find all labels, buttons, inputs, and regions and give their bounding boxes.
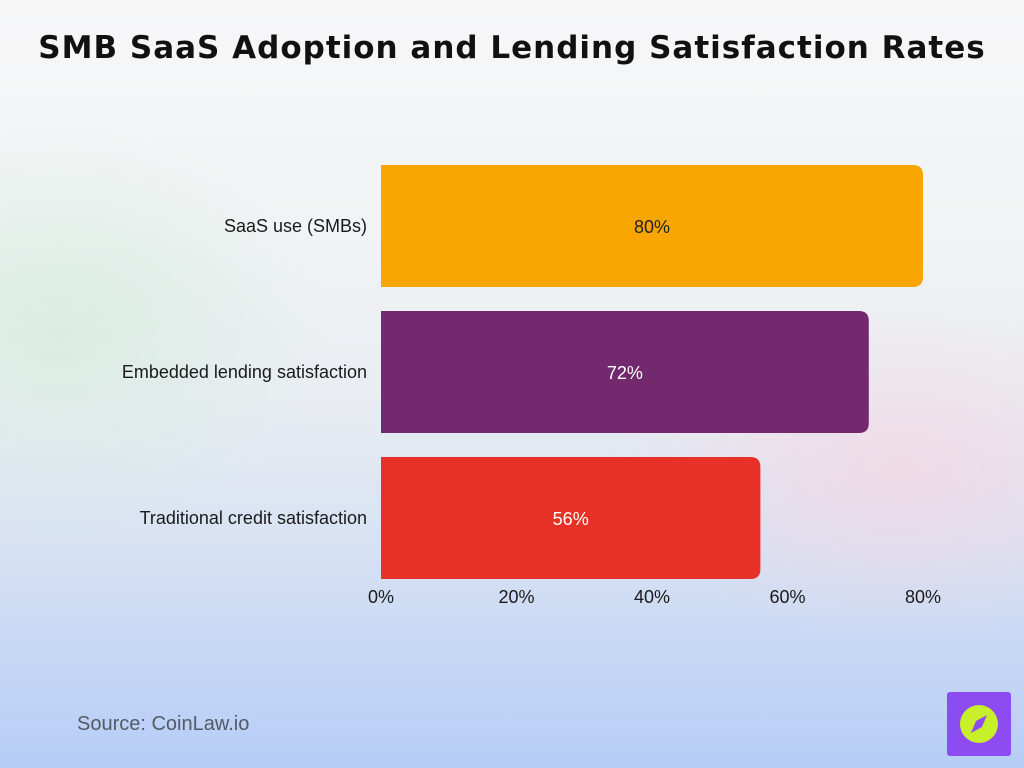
category-label: Embedded lending satisfaction (122, 362, 367, 382)
chart-title: SMB SaaS Adoption and Lending Satisfacti… (38, 30, 986, 66)
x-axis: 0% 20% 40% 60% 80% (368, 587, 941, 607)
bar-embedded-lending-satisfaction (381, 311, 869, 433)
source-note: Source: CoinLaw.io (77, 713, 250, 735)
x-tick-label: 0% (368, 587, 394, 607)
brand-logo (947, 692, 1011, 756)
category-label: SaaS use (SMBs) (224, 216, 367, 236)
x-tick-label: 60% (769, 587, 805, 607)
x-tick-label: 80% (905, 587, 941, 607)
bar-traditional-credit-satisfaction (381, 457, 761, 579)
bar-saas-use-smbs (381, 165, 923, 287)
data-label: 56% (553, 509, 589, 529)
data-label: 80% (634, 217, 670, 237)
x-tick-label: 40% (634, 587, 670, 607)
bars-group: SaaS use (SMBs) 80% Embedded lending satis… (122, 165, 923, 579)
compass-icon (960, 705, 998, 743)
x-tick-label: 20% (498, 587, 534, 607)
category-label: Traditional credit satisfaction (140, 508, 367, 528)
data-label: 72% (607, 363, 643, 383)
